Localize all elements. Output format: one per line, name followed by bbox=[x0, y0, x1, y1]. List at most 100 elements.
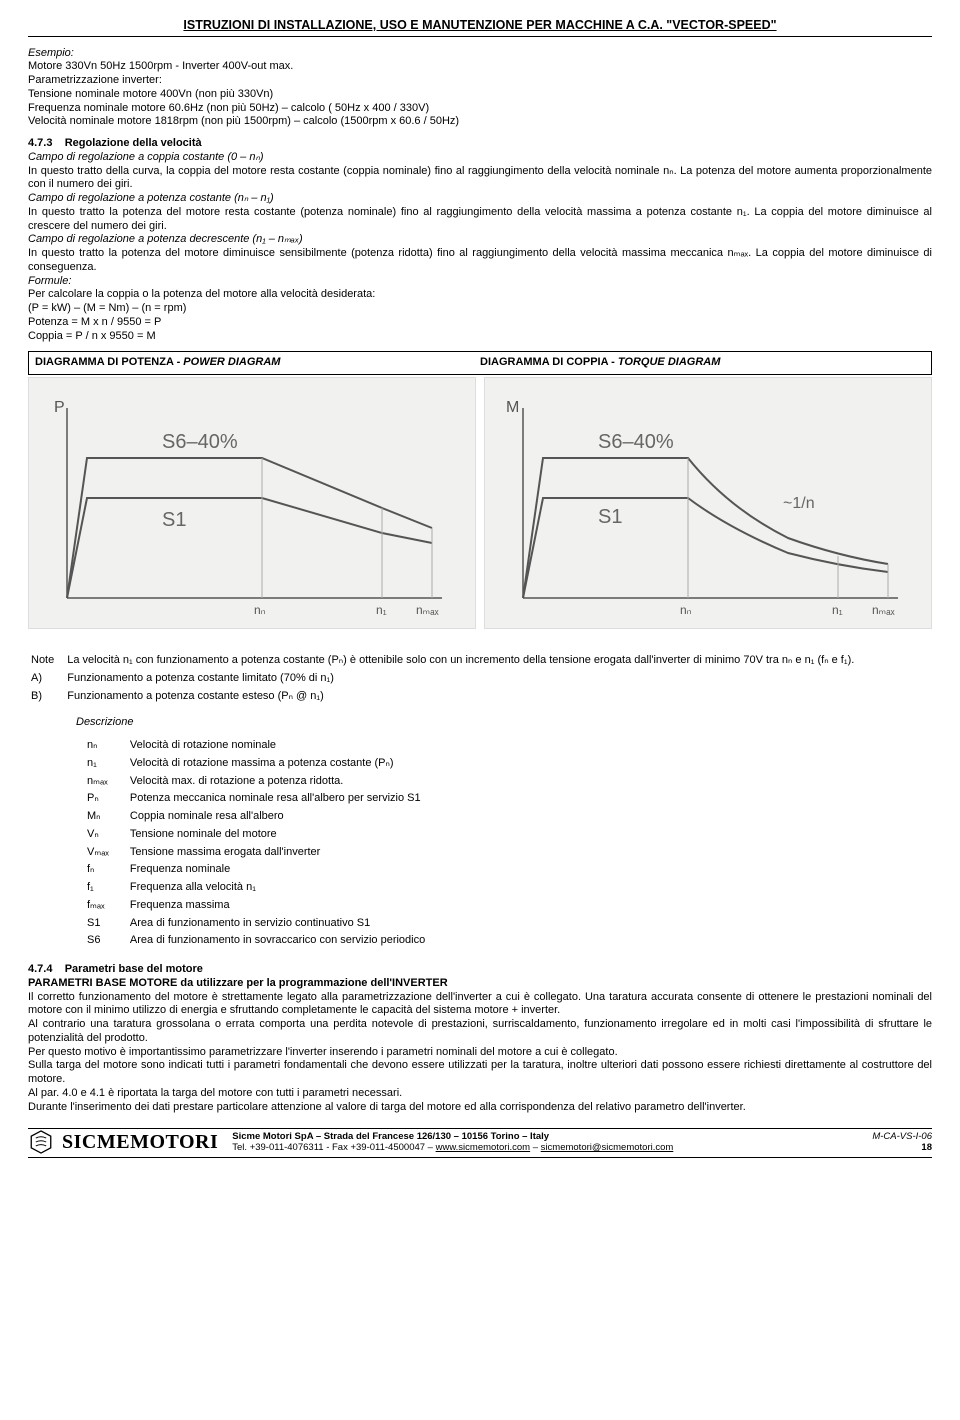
s474-p4: Sulla targa del motore sono indicati tut… bbox=[28, 1059, 932, 1087]
defs-txt: Coppia nominale resa all'albero bbox=[129, 809, 426, 825]
sec-title: Regolazione della velocità bbox=[65, 137, 202, 149]
notes-block: Note La velocità n₁ con funzionamento a … bbox=[28, 651, 932, 706]
note-b-row: B) Funzionamento a potenza costante este… bbox=[30, 689, 864, 705]
power-x2: nₘₐₓ bbox=[416, 603, 439, 617]
s474-p2: Al contrario una taratura grossolana o e… bbox=[28, 1018, 932, 1046]
defs-sym: fₙ bbox=[86, 862, 127, 878]
sec474-sub: PARAMETRI BASE MOTORE da utilizzare per … bbox=[28, 977, 932, 991]
power-x1: n₁ bbox=[376, 603, 387, 617]
hdr-right-it: TORQUE DIAGRAM bbox=[618, 356, 720, 368]
b-text: Funzionamento a potenza costante esteso … bbox=[66, 689, 864, 705]
defs-row: n₁Velocità di rotazione massima a potenz… bbox=[86, 756, 426, 772]
example-l4: Frequenza nominale motore 60.6Hz (non pi… bbox=[28, 102, 932, 116]
section-474: 4.7.4 Parametri base del motore PARAMETR… bbox=[28, 963, 932, 1114]
p3-label: Campo di regolazione a potenza decrescen… bbox=[28, 233, 932, 247]
defs-txt: Area di funzionamento in servizio contin… bbox=[129, 916, 426, 932]
defs-txt: Area di funzionamento in sovraccarico co… bbox=[129, 933, 426, 949]
example-l5: Velocità nominale motore 1818rpm (non pi… bbox=[28, 115, 932, 129]
p3: In questo tratto la potenza del motore d… bbox=[28, 247, 932, 275]
torque-x2: nₘₐₓ bbox=[872, 603, 895, 617]
power-s6-curve bbox=[67, 458, 432, 598]
footer-info: Sicme Motori SpA – Strada del Francese 1… bbox=[232, 1131, 864, 1154]
defs-row: fₘₐₓFrequenza massima bbox=[86, 898, 426, 914]
defs-txt: Potenza meccanica nominale resa all'albe… bbox=[129, 791, 426, 807]
footer-url1[interactable]: www.sicmemotori.com bbox=[436, 1142, 531, 1153]
note-row: Note La velocità n₁ con funzionamento a … bbox=[30, 653, 864, 669]
footer: SICMEMOTORI Sicme Motori SpA – Strada de… bbox=[28, 1128, 932, 1158]
footer-tel: Tel. +39-011-4076311 - Fax +39-011-45000… bbox=[232, 1142, 435, 1153]
defs-sym: S1 bbox=[86, 916, 127, 932]
defs-txt: Velocità max. di rotazione a potenza rid… bbox=[129, 774, 426, 790]
f1: Per calcolare la coppia o la potenza del… bbox=[28, 288, 932, 302]
power-chart: P S6–40% S1 nₙ n₁ nₘₐₓ bbox=[28, 377, 476, 629]
hdr-left-it: POWER DIAGRAM bbox=[183, 356, 280, 368]
defs-row: PₙPotenza meccanica nominale resa all'al… bbox=[86, 791, 426, 807]
s474-p5: Al par. 4.0 e 4.1 è riportata la targa d… bbox=[28, 1087, 932, 1101]
footer-sep: – bbox=[530, 1142, 541, 1153]
torque-chart: M S6–40% S1 ~1/n nₙ n₁ nₘₐₓ bbox=[484, 377, 932, 629]
footer-url2[interactable]: sicmemotori@sicmemotori.com bbox=[541, 1142, 674, 1153]
example-l3: Tensione nominale motore 400Vn (non più … bbox=[28, 88, 932, 102]
brand-text: SICMEMOTORI bbox=[62, 1130, 218, 1155]
p2-label: Campo di regolazione a potenza costante … bbox=[28, 192, 932, 206]
torque-x1: n₁ bbox=[832, 603, 843, 617]
defs-block: Descrizione nₙVelocità di rotazione nomi… bbox=[76, 716, 932, 951]
defs-sym: nₙ bbox=[86, 738, 127, 754]
defs-sym: S6 bbox=[86, 933, 127, 949]
power-s1-label: S1 bbox=[162, 509, 186, 531]
footer-page: 18 bbox=[872, 1142, 932, 1154]
defs-sym: Mₙ bbox=[86, 809, 127, 825]
defs-row: nₙVelocità di rotazione nominale bbox=[86, 738, 426, 754]
power-x0: nₙ bbox=[254, 603, 266, 617]
defs-txt: Velocità di rotazione massima a potenza … bbox=[129, 756, 426, 772]
f4: Coppia = P / n x 9550 = M bbox=[28, 330, 932, 344]
defs-row: fₙFrequenza nominale bbox=[86, 862, 426, 878]
f2: (P = kW) – (M = Nm) – (n = rpm) bbox=[28, 302, 932, 316]
diagram-row: P S6–40% S1 nₙ n₁ nₘₐₓ M bbox=[28, 377, 932, 629]
p1-label: Campo di regolazione a coppia costante (… bbox=[28, 151, 932, 165]
doc-title: ISTRUZIONI DI INSTALLAZIONE, USO E MANUT… bbox=[28, 18, 932, 37]
sec474-title: Parametri base del motore bbox=[65, 963, 203, 975]
note-label: Note bbox=[30, 653, 64, 669]
power-s6-label: S6–40% bbox=[162, 431, 238, 453]
footer-addr: Sicme Motori SpA – Strada del Francese 1… bbox=[232, 1131, 549, 1142]
example-l2: Parametrizzazione inverter: bbox=[28, 74, 932, 88]
defs-txt: Frequenza nominale bbox=[129, 862, 426, 878]
defs-txt: Tensione massima erogata dall'inverter bbox=[129, 845, 426, 861]
section-473: 4.7.3 Regolazione della velocità Campo d… bbox=[28, 137, 932, 343]
defs-sym: Pₙ bbox=[86, 791, 127, 807]
defs-row: VₘₐₓTensione massima erogata dall'invert… bbox=[86, 845, 426, 861]
p1: In questo tratto della curva, la coppia … bbox=[28, 165, 932, 193]
note-text: La velocità n₁ con funzionamento a poten… bbox=[66, 653, 864, 669]
power-s1-curve bbox=[67, 498, 432, 598]
defs-sym: n₁ bbox=[86, 756, 127, 772]
example-block: Esempio: Motore 330Vn 50Hz 1500rpm - Inv… bbox=[28, 47, 932, 130]
torque-x0: nₙ bbox=[680, 603, 692, 617]
defs-sym: nₘₐₓ bbox=[86, 774, 127, 790]
hdr-left: DIAGRAMMA DI POTENZA - bbox=[35, 356, 183, 368]
torque-s1-label: S1 bbox=[598, 506, 622, 528]
s474-p1: Il corretto funzionamento del motore è s… bbox=[28, 991, 932, 1019]
defs-row: nₘₐₓVelocità max. di rotazione a potenza… bbox=[86, 774, 426, 790]
defs-txt: Velocità di rotazione nominale bbox=[129, 738, 426, 754]
torque-y-label: M bbox=[506, 399, 519, 416]
diagram-header: DIAGRAMMA DI POTENZA - POWER DIAGRAM DIA… bbox=[28, 351, 932, 375]
a-text: Funzionamento a potenza costante limitat… bbox=[66, 671, 864, 687]
defs-row: MₙCoppia nominale resa all'albero bbox=[86, 809, 426, 825]
note-a-row: A) Funzionamento a potenza costante limi… bbox=[30, 671, 864, 687]
defs-row: S1Area di funzionamento in servizio cont… bbox=[86, 916, 426, 932]
defs-heading: Descrizione bbox=[76, 716, 932, 730]
hdr-right: DIAGRAMMA DI COPPIA - bbox=[480, 356, 618, 368]
f3: Potenza = M x n / 9550 = P bbox=[28, 316, 932, 330]
logo-icon bbox=[28, 1129, 54, 1155]
defs-row: f₁Frequenza alla velocità n₁ bbox=[86, 880, 426, 896]
defs-sym: fₘₐₓ bbox=[86, 898, 127, 914]
defs-txt: Frequenza massima bbox=[129, 898, 426, 914]
sec474-num: 4.7.4 bbox=[28, 963, 52, 975]
footer-right: M-CA-VS-I-06 18 bbox=[872, 1131, 932, 1155]
s474-p6: Durante l'inserimento dei dati prestare … bbox=[28, 1101, 932, 1115]
defs-txt: Frequenza alla velocità n₁ bbox=[129, 880, 426, 896]
torque-s1-curve bbox=[523, 498, 888, 598]
footer-code: M-CA-VS-I-06 bbox=[872, 1131, 932, 1143]
power-y-label: P bbox=[54, 399, 65, 416]
